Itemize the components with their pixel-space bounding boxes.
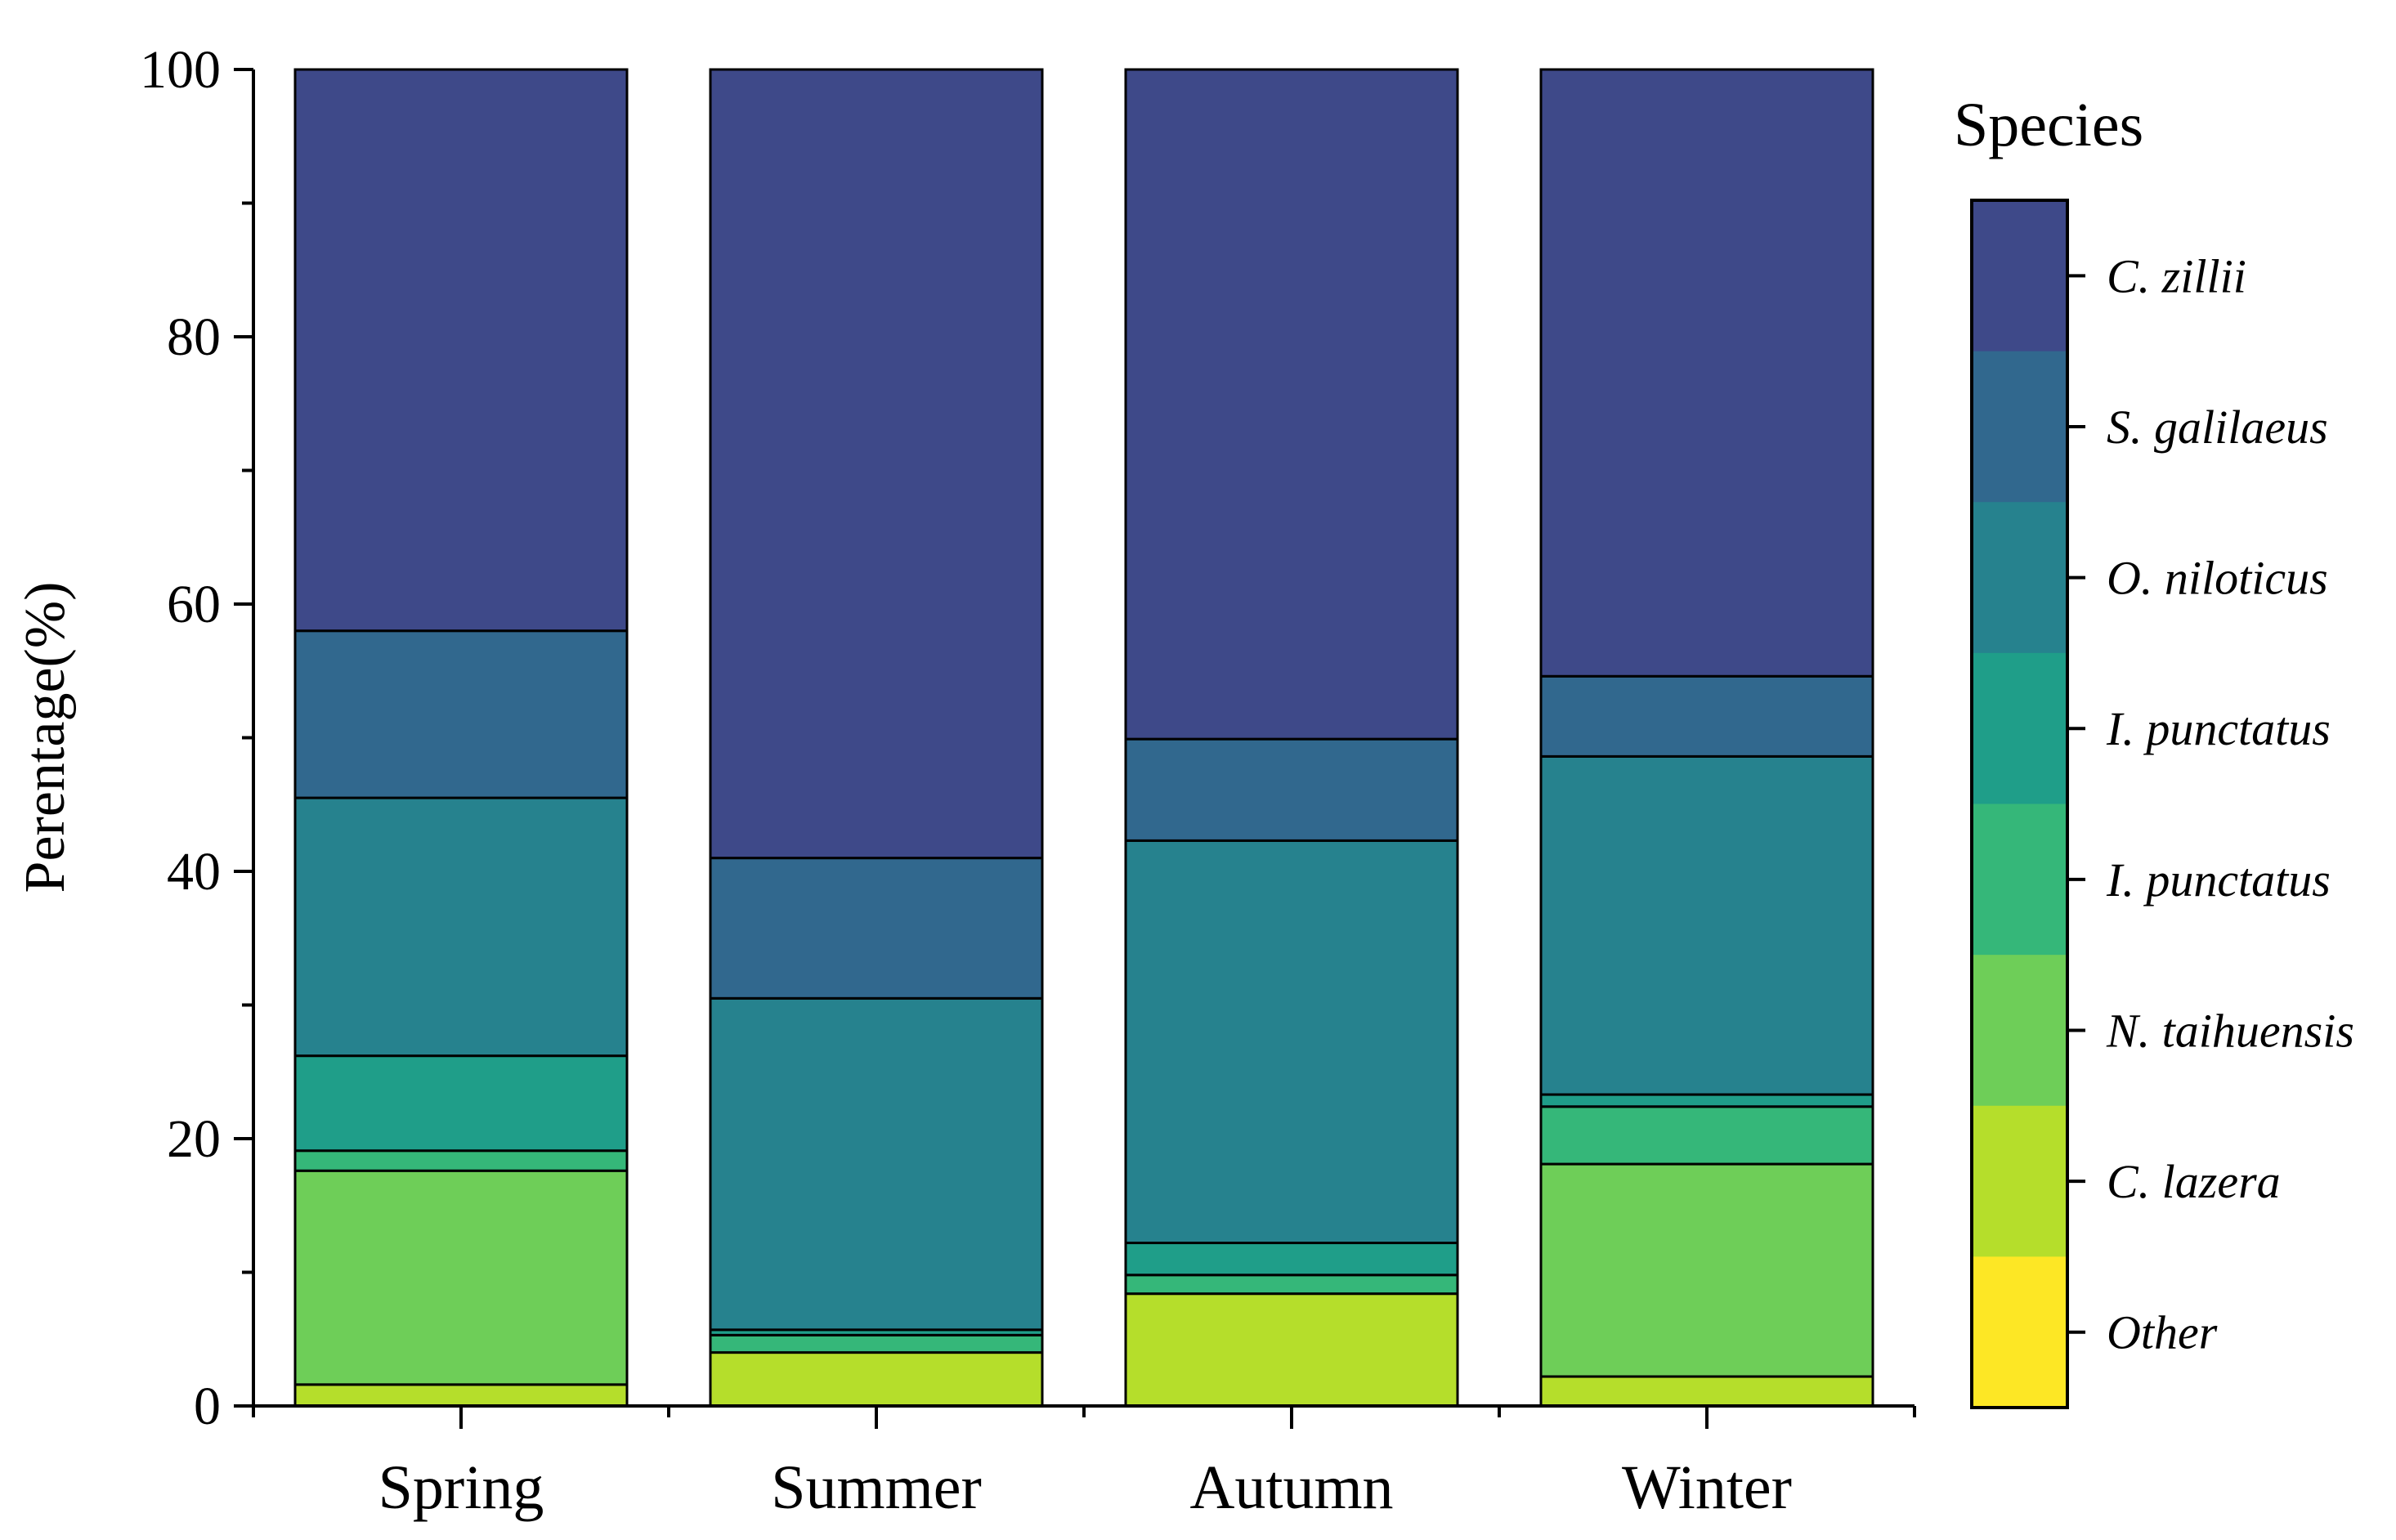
legend-label-3: I. punctatus xyxy=(2106,702,2331,755)
y-axis-title: Perentage(%) xyxy=(14,582,77,893)
bars-group xyxy=(293,68,1874,1408)
axes-group: Spring Summer Autumn Winter 0 20 40 60 80 100 xyxy=(140,40,1916,1522)
x-tick-label-summer: Summer xyxy=(771,1453,982,1522)
bar-segment-spring-2 xyxy=(293,1169,629,1386)
y-tick-label-0: 0 xyxy=(194,1377,221,1436)
bar-segment-autumn-7 xyxy=(1124,68,1459,741)
x-tick-label-winter: Winter xyxy=(1622,1453,1792,1522)
x-tick-label-spring: Spring xyxy=(378,1453,544,1522)
legend-label-2: O. niloticus xyxy=(2107,552,2328,605)
bar-segment-winter-1 xyxy=(1539,1375,1874,1408)
legend-swatch-4 xyxy=(1972,804,2067,956)
bar-segment-winter-2 xyxy=(1539,1162,1874,1378)
bar-segment-spring-4 xyxy=(293,1054,629,1153)
legend-swatch-0 xyxy=(1972,200,2067,352)
legend-swatch-7 xyxy=(1972,1256,2067,1408)
legend-swatch-2 xyxy=(1972,502,2067,654)
y-tick-label-20: 20 xyxy=(167,1109,221,1169)
bar-segment-autumn-6 xyxy=(1124,737,1459,842)
bar-segment-summer-5 xyxy=(709,996,1044,1332)
legend-label-1: S. galilaeus xyxy=(2107,401,2328,454)
bar-segment-spring-6 xyxy=(293,629,629,799)
bar-segment-winter-3 xyxy=(1539,1105,1874,1166)
legend-swatch-5 xyxy=(1972,955,2067,1107)
bar-segment-summer-7 xyxy=(709,68,1044,860)
legend-label-7: Other xyxy=(2107,1306,2218,1359)
legend: Species C. zillii S. galilaeus O. niloticu… xyxy=(1954,91,2354,1409)
legend-swatch-3 xyxy=(1972,652,2067,804)
bar-segment-summer-1 xyxy=(709,1351,1044,1408)
bar-segment-spring-1 xyxy=(293,1383,629,1408)
bar-segment-spring-3 xyxy=(293,1149,629,1172)
y-tick-label-60: 60 xyxy=(167,575,221,634)
bar-segment-summer-6 xyxy=(709,857,1044,1000)
legend-swatch-6 xyxy=(1972,1105,2067,1257)
y-tick-label-40: 40 xyxy=(167,842,221,902)
bar-segment-winter-6 xyxy=(1539,674,1874,758)
legend-title: Species xyxy=(1954,91,2143,159)
y-tick-label-80: 80 xyxy=(167,307,221,367)
bar-segment-winter-7 xyxy=(1539,68,1874,678)
bar-segment-autumn-3 xyxy=(1124,1274,1459,1296)
bar-segment-autumn-1 xyxy=(1124,1292,1459,1408)
bar-segment-spring-7 xyxy=(293,68,629,633)
legend-label-6: C. lazera xyxy=(2107,1155,2281,1208)
bar-segment-spring-5 xyxy=(293,796,629,1058)
bar-segment-autumn-5 xyxy=(1124,839,1459,1245)
legend-scale-border xyxy=(1970,199,2069,1409)
bar-segment-summer-3 xyxy=(709,1333,1044,1354)
bar-segment-autumn-4 xyxy=(1124,1242,1459,1277)
bar-segment-winter-5 xyxy=(1539,754,1874,1096)
y-tick-label-100: 100 xyxy=(140,40,221,100)
legend-swatch-1 xyxy=(1972,351,2067,503)
legend-label-5: N. taihuensis xyxy=(2106,1004,2354,1057)
legend-label-4: I. punctatus xyxy=(2106,853,2331,907)
legend-label-0: C. zillii xyxy=(2107,249,2246,302)
x-tick-label-autumn: Autumn xyxy=(1189,1453,1393,1522)
bar-segment-winter-4 xyxy=(1539,1093,1874,1108)
